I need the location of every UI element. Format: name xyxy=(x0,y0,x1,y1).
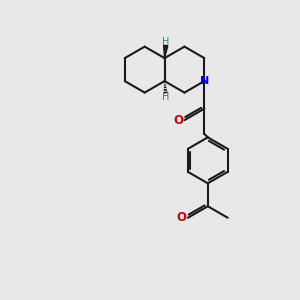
Text: H: H xyxy=(162,92,169,102)
Polygon shape xyxy=(164,45,168,58)
Text: O: O xyxy=(176,211,187,224)
Text: O: O xyxy=(173,114,183,127)
Text: H: H xyxy=(162,37,169,47)
Text: N: N xyxy=(200,76,209,86)
